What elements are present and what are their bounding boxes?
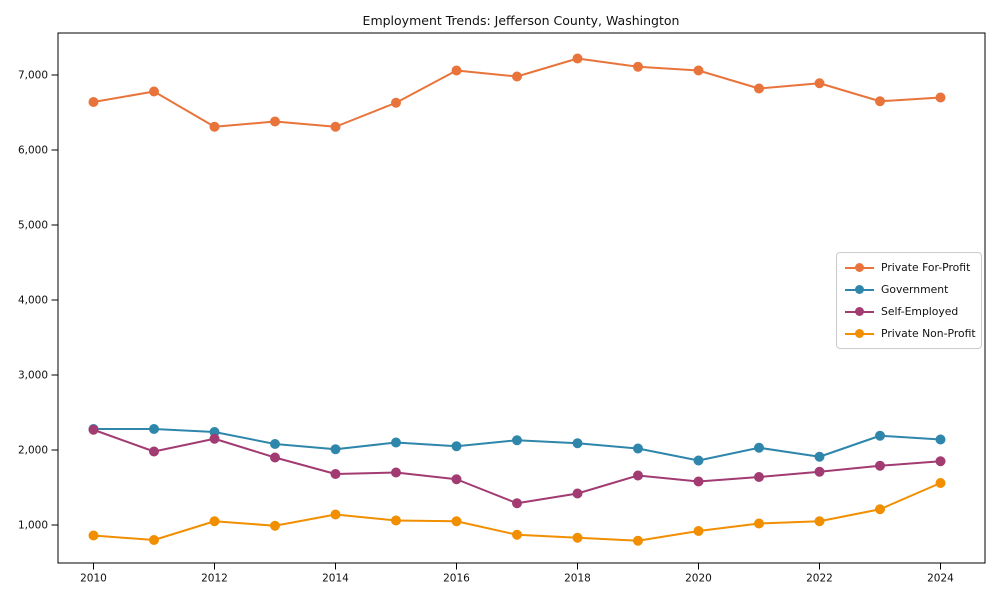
legend-marker-self-employed [845,306,874,318]
data-point-private-non-profit-2021 [754,518,764,529]
data-point-government-2024 [935,434,946,445]
data-point-private-non-profit-2024 [935,478,946,488]
data-point-private-for-profit-2016 [451,65,462,76]
y-tick-label: 6,000 [18,145,48,157]
legend-marker-private-non-profit [845,328,874,340]
x-tick-label: 2024 [927,573,954,585]
data-point-private-non-profit-2010 [88,530,99,541]
y-tick-label: 1,000 [18,520,48,532]
legend-label-private-non-profit: Private Non-Profit [881,327,976,340]
data-point-private-non-profit-2019 [633,535,643,546]
data-point-private-for-profit-2015 [391,97,401,108]
data-point-government-2023 [875,430,885,441]
y-tick-label: 4,000 [18,295,48,307]
plot-frame [57,32,986,564]
y-tick-label: 5,000 [18,220,48,232]
data-point-government-2018 [572,438,583,449]
data-point-private-for-profit-2024 [935,92,946,103]
data-point-private-non-profit-2011 [149,535,159,545]
data-point-private-for-profit-2011 [149,86,159,97]
x-tick-label: 2016 [443,573,470,585]
data-point-private-non-profit-2014 [330,509,341,520]
data-point-private-non-profit-2023 [875,504,885,515]
data-point-private-for-profit-2019 [633,61,643,72]
data-point-self-employed-2011 [149,446,159,457]
data-point-government-2020 [693,455,704,466]
data-point-private-for-profit-2018 [572,53,583,64]
data-point-private-non-profit-2018 [572,532,583,543]
data-point-government-2019 [633,443,643,454]
data-point-self-employed-2023 [875,460,885,471]
legend-marker-private-for-profit [845,262,874,274]
data-point-self-employed-2018 [572,488,583,499]
legend-item-self-employed: Self-Employed [845,304,973,319]
data-point-government-2016 [451,441,462,452]
x-tick-label: 2012 [201,573,228,585]
x-tick-label: 2014 [322,573,349,585]
data-point-government-2017 [512,435,522,446]
data-point-private-non-profit-2016 [451,516,462,527]
x-tick-label: 2010 [80,573,107,585]
data-point-government-2022 [814,451,825,462]
data-point-self-employed-2017 [512,498,522,509]
x-tick-label: 2018 [564,573,591,585]
x-tick-label: 2020 [685,573,712,585]
y-tick-label: 7,000 [18,70,48,82]
data-point-government-2013 [270,439,280,449]
data-point-self-employed-2022 [814,466,825,477]
data-point-private-non-profit-2012 [209,516,220,527]
data-point-private-for-profit-2017 [512,71,522,82]
data-point-private-non-profit-2022 [814,516,825,527]
data-point-private-for-profit-2022 [814,78,825,89]
data-point-government-2021 [754,442,764,453]
data-point-private-non-profit-2017 [512,529,522,540]
data-point-self-employed-2012 [209,433,220,444]
data-point-private-non-profit-2020 [693,526,704,536]
data-point-private-non-profit-2015 [391,515,401,526]
data-point-self-employed-2013 [270,452,280,463]
data-point-self-employed-2015 [391,467,401,478]
y-tick-label: 3,000 [18,370,48,382]
data-point-government-2015 [391,437,401,448]
series-line-private-for-profit [93,57,941,128]
data-point-private-non-profit-2013 [270,520,280,531]
y-tick-label: 2,000 [18,445,48,457]
data-point-private-for-profit-2023 [875,96,885,107]
legend-item-private-non-profit: Private Non-Profit [845,326,976,341]
data-point-self-employed-2014 [330,469,341,479]
legend-label-private-for-profit: Private For-Profit [881,261,971,274]
data-point-private-for-profit-2010 [88,97,99,107]
data-point-self-employed-2020 [693,476,704,487]
data-point-private-for-profit-2012 [209,121,220,132]
legend-label-self-employed: Self-Employed [881,305,959,318]
data-point-private-for-profit-2014 [330,121,341,132]
legend-item-government: Government [845,282,973,297]
data-point-self-employed-2021 [754,472,764,482]
data-point-self-employed-2024 [935,456,946,467]
legend-label-government: Government [881,283,949,296]
x-tick-label: 2022 [806,573,833,585]
legend: Private For-Profit Government Self-Employe… [836,252,982,349]
data-point-government-2014 [330,444,341,455]
legend-marker-government [845,284,874,296]
data-point-private-for-profit-2021 [754,83,764,94]
data-point-government-2011 [149,424,159,434]
data-point-private-for-profit-2020 [693,65,704,76]
data-point-self-employed-2019 [633,470,643,481]
chart-title: Employment Trends: Jefferson County, Was… [362,13,680,28]
data-point-self-employed-2010 [88,424,99,435]
data-point-private-for-profit-2013 [270,116,280,127]
legend-item-private-for-profit: Private For-Profit [845,260,973,275]
data-point-self-employed-2016 [451,474,462,485]
